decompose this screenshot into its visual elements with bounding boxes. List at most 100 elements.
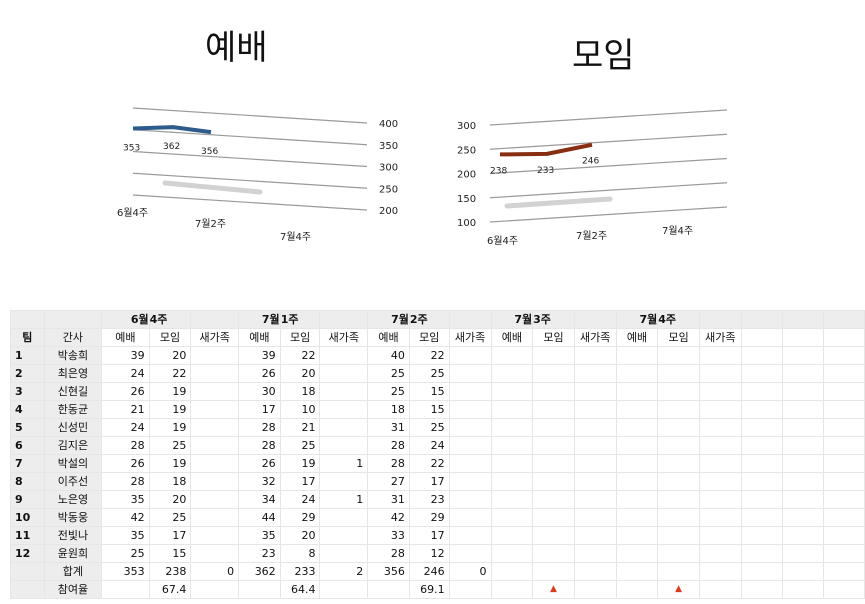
value-cell [448,346,492,365]
value-cell [490,364,534,383]
value-cell: 35 [101,490,150,509]
value-cell: 22 [408,346,450,365]
empty-cell [740,454,783,473]
value-cell: 25 [148,508,192,527]
empty-cell [822,436,865,455]
value-cell [615,400,659,419]
empty-cell [740,472,783,491]
empty-cell [822,346,865,365]
empty-cell [822,382,865,401]
value-cell [319,526,369,545]
table-row: 8 이주선 28 18 32 17 27 17 [10,472,865,491]
gridline [132,172,368,189]
value-cell [698,418,742,437]
value-cell [573,436,617,455]
value-cell [490,472,534,491]
value-cell [190,382,240,401]
value-cell [615,436,659,455]
value-cell [698,436,742,455]
empty-cell [822,562,865,581]
y-tick-label: 250 [457,145,476,156]
value-cell: 18 [367,400,410,419]
empty-cell [781,364,824,383]
value-cell [657,418,700,437]
leader-name: 박송희 [43,346,103,365]
header-cell [190,310,240,329]
table-row: 10 박동웅 42 25 44 29 42 29 [10,508,865,527]
empty-cell [781,544,824,563]
column-header: 예배 [490,328,534,347]
data-label: 356 [201,147,218,157]
value-cell [448,454,492,473]
value-cell [319,382,369,401]
value-cell [190,454,240,473]
value-cell [698,454,742,473]
value-cell [698,562,742,581]
team-number: 6 [10,436,45,455]
series-line [132,125,212,135]
leader-name: 한동균 [43,400,103,419]
value-cell [573,454,617,473]
meeting-chart: 300 250 200 150 100 238 233 246 6월4주 7월2주 7월4주 [457,109,728,247]
column-header: 새가족 [573,328,617,347]
column-header: 모임 [279,328,321,347]
column-header: 예배 [615,328,659,347]
y-tick-label: 100 [457,218,476,229]
value-cell [615,346,659,365]
value-cell: 18 [148,472,192,491]
week-label: 4주 [148,310,192,329]
empty-cell [822,454,865,473]
y-tick-label: 350 [379,141,398,152]
value-cell: 20 [279,526,321,545]
data-label: 353 [123,143,140,153]
value-cell: 17 [148,526,192,545]
value-cell [190,364,240,383]
value-cell [657,382,700,401]
value-cell: 0 [190,562,240,581]
empty-cell [740,382,783,401]
value-cell [698,364,742,383]
x-tick-label: 7월2주 [195,218,226,230]
header-cell [740,328,783,347]
table-row: 6 김지은 28 25 28 25 28 24 [10,436,865,455]
y-tick-label: 300 [457,121,476,132]
value-cell [573,346,617,365]
y-tick-label: 200 [379,206,398,217]
warning-triangle-icon: ▲ [675,584,683,594]
value-cell: 21 [101,400,150,419]
empty-cell [781,526,824,545]
value-cell [319,364,369,383]
table-row: 7 박설의 26 19 26 19 1 28 22 [10,454,865,473]
header-cell [43,310,103,329]
empty-cell [822,418,865,437]
header-cell [822,328,865,347]
y-tick-label: 400 [379,119,398,130]
value-cell [657,454,700,473]
empty-cell [740,490,783,509]
empty-cell [740,418,783,437]
value-cell: 39 [101,346,150,365]
data-label: 246 [582,157,599,167]
leader-name: 전빛나 [43,526,103,545]
value-cell: 25 [367,364,410,383]
value-cell: 24 [279,490,321,509]
value-cell: 1 [319,454,369,473]
value-cell [573,364,617,383]
value-cell: 25 [408,418,450,437]
value-cell: 29 [408,508,450,527]
value-cell [319,544,369,563]
empty-cell [740,400,783,419]
value-cell: 25 [279,436,321,455]
empty-cell [822,490,865,509]
series-line [499,142,593,157]
column-header: 모임 [148,328,192,347]
value-cell [448,382,492,401]
empty-cell [822,544,865,563]
team-number: 7 [10,454,45,473]
value-cell [190,436,240,455]
y-tick-label: 200 [457,170,476,181]
value-cell [615,418,659,437]
value-cell [532,562,575,581]
empty-cell [740,562,783,581]
value-cell [490,400,534,419]
